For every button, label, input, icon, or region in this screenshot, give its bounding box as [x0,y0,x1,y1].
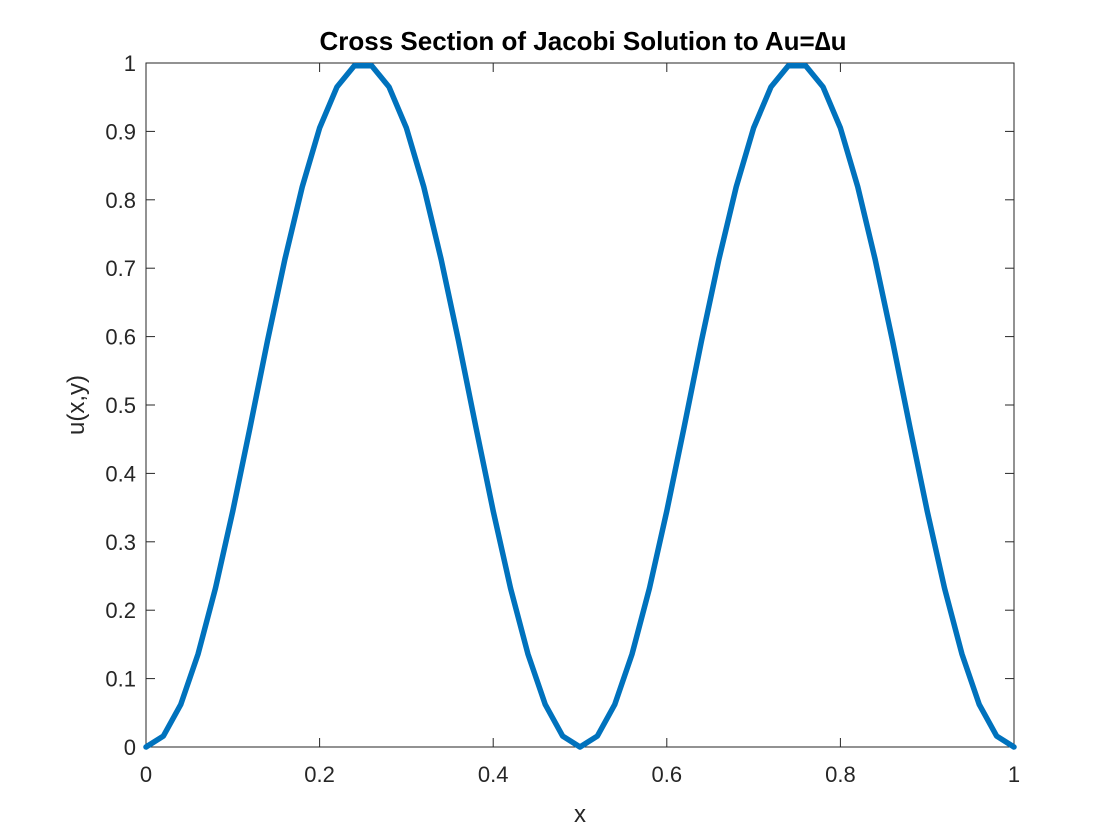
data-point [718,258,720,260]
data-point [944,587,946,589]
data-point [336,86,338,88]
data-point [596,735,598,737]
x-tick-label: 0.4 [478,762,509,787]
data-point [805,65,807,67]
data-point [701,340,703,342]
data-point [891,340,893,342]
data-point [527,653,529,655]
data-point [735,186,737,188]
data-point [197,653,199,655]
x-tick-label: 1 [1008,762,1020,787]
data-point [753,127,755,129]
x-tick-label: 0.8 [825,762,856,787]
data-point [214,587,216,589]
y-tick-label: 0.8 [105,188,136,213]
data-point [648,587,650,589]
data-point [614,704,616,706]
y-tick-label: 0.7 [105,256,136,281]
data-point [388,86,390,88]
data-point [353,65,355,67]
data-point [926,510,928,512]
data-point [909,426,911,428]
data-point [874,258,876,260]
y-tick-label: 0.5 [105,393,136,418]
x-tick-label: 0.6 [652,762,683,787]
data-point [492,510,494,512]
data-point [180,704,182,706]
data-point [232,510,234,512]
data-point [631,653,633,655]
data-point [510,587,512,589]
data-point [839,127,841,129]
y-tick-label: 0.4 [105,461,136,486]
x-tick-label: 0 [140,762,152,787]
data-point [961,653,963,655]
data-point [457,340,459,342]
data-point [475,426,477,428]
x-tick-label: 0.2 [304,762,335,787]
data-point [978,704,980,706]
data-point [857,186,859,188]
y-tick-label: 0.2 [105,598,136,623]
y-tick-label: 0 [124,735,136,760]
y-axis-tick-labels: 0 0.1 0.2 0.3 0.4 0.5 0.6 0.7 0.8 0.9 1 [105,51,136,760]
data-point [770,86,772,88]
data-point [423,186,425,188]
data-point [249,426,251,428]
y-tick-label: 0.6 [105,325,136,350]
data-point [440,258,442,260]
data-point [544,704,546,706]
data-point [145,746,147,748]
data-point [405,127,407,129]
y-tick-label: 0.3 [105,530,136,555]
x-axis-title: x [574,801,586,828]
data-point [579,746,581,748]
data-point [371,65,373,67]
data-point [666,510,668,512]
x-axis-ticks [145,63,1015,747]
data-point [787,65,789,67]
y-tick-label: 0.1 [105,667,136,692]
data-point [562,735,564,737]
data-point [284,258,286,260]
data-point [301,186,303,188]
y-axis-title: u(x,y) [63,375,90,435]
series-layer [143,62,1017,750]
axes-box [145,62,1015,748]
data-point [267,340,269,342]
y-tick-label: 1 [124,51,136,76]
data-point [996,735,998,737]
data-point [822,86,824,88]
data-point [683,426,685,428]
plot-area [143,62,1017,750]
data-point [1013,746,1015,748]
data-point [162,735,164,737]
chart-title: Cross Section of Jacobi Solution to Au=∆… [319,26,846,56]
y-tick-label: 0.9 [105,119,136,144]
data-point [319,127,321,129]
x-axis-tick-labels: 0 0.2 0.4 0.6 0.8 1 [140,762,1020,787]
